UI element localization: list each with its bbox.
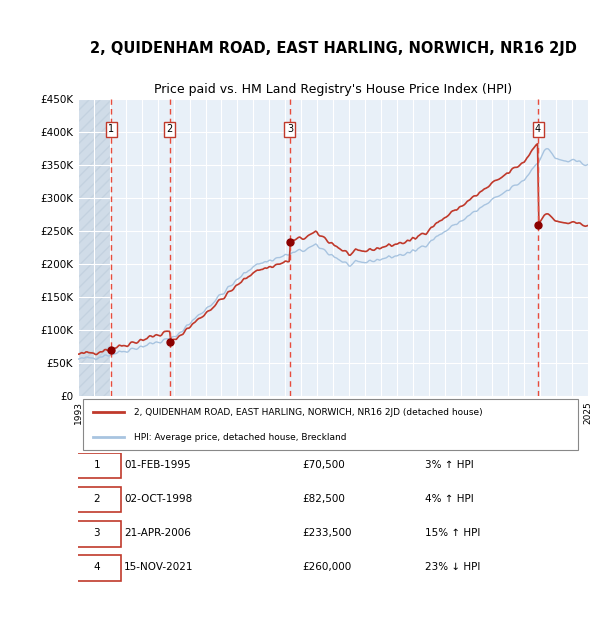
Text: £70,500: £70,500: [302, 460, 345, 470]
Text: 2, QUIDENHAM ROAD, EAST HARLING, NORWICH, NR16 2JD (detached house): 2, QUIDENHAM ROAD, EAST HARLING, NORWICH…: [134, 407, 483, 417]
Text: 2, QUIDENHAM ROAD, EAST HARLING, NORWICH, NR16 2JD: 2, QUIDENHAM ROAD, EAST HARLING, NORWICH…: [89, 41, 577, 56]
Text: £233,500: £233,500: [302, 528, 352, 538]
Bar: [78, 99, 111, 396]
FancyBboxPatch shape: [73, 521, 121, 546]
FancyBboxPatch shape: [73, 487, 121, 512]
Text: 4: 4: [535, 124, 541, 134]
Text: 21-APR-2006: 21-APR-2006: [124, 528, 191, 538]
Text: 23% ↓ HPI: 23% ↓ HPI: [425, 562, 480, 572]
Text: 3: 3: [287, 124, 293, 134]
FancyBboxPatch shape: [83, 399, 578, 450]
Bar: [78, 99, 111, 396]
Text: 3% ↑ HPI: 3% ↑ HPI: [425, 460, 473, 470]
Text: 15-NOV-2021: 15-NOV-2021: [124, 562, 193, 572]
FancyBboxPatch shape: [73, 453, 121, 478]
Text: 2: 2: [167, 124, 173, 134]
Text: 1: 1: [108, 124, 114, 134]
Text: 3: 3: [94, 528, 100, 538]
Text: 4: 4: [94, 562, 100, 572]
Text: Price paid vs. HM Land Registry's House Price Index (HPI): Price paid vs. HM Land Registry's House …: [154, 82, 512, 95]
Text: 01-FEB-1995: 01-FEB-1995: [124, 460, 191, 470]
Text: 2: 2: [94, 494, 100, 504]
Text: 02-OCT-1998: 02-OCT-1998: [124, 494, 192, 504]
Text: £82,500: £82,500: [302, 494, 345, 504]
Text: 4% ↑ HPI: 4% ↑ HPI: [425, 494, 473, 504]
Text: £260,000: £260,000: [302, 562, 352, 572]
Text: 15% ↑ HPI: 15% ↑ HPI: [425, 528, 480, 538]
Text: HPI: Average price, detached house, Breckland: HPI: Average price, detached house, Brec…: [134, 433, 347, 441]
Text: 1: 1: [94, 460, 100, 470]
FancyBboxPatch shape: [73, 556, 121, 581]
